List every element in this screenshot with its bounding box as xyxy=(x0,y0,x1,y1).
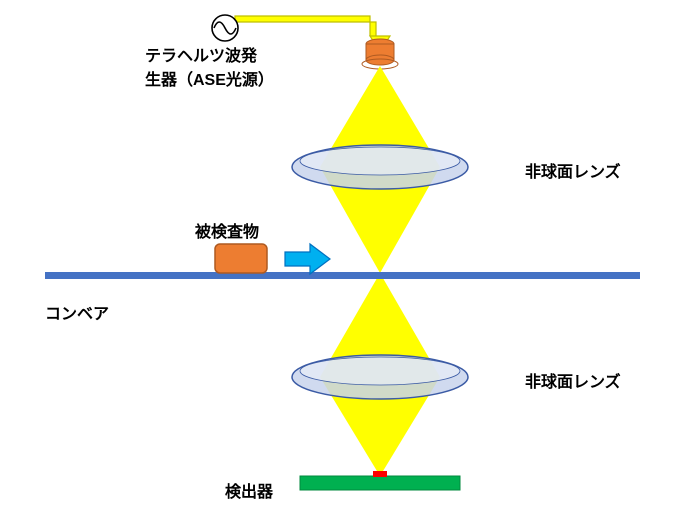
conveyor-bar xyxy=(45,272,640,279)
direction-arrow xyxy=(285,244,330,274)
detector-label: 検出器 xyxy=(225,478,273,502)
detector xyxy=(300,471,460,490)
source-label-line1: テラヘルツ波発 xyxy=(145,48,257,65)
sample-object xyxy=(215,244,267,273)
lower-lens-label: 非球面レンズ xyxy=(525,368,621,392)
source-label-line2: 生器（ASE光源） xyxy=(145,72,274,89)
lower-lens xyxy=(292,355,468,399)
object-label: 被検査物 xyxy=(195,218,259,242)
emitter xyxy=(362,39,398,69)
diagram-svg xyxy=(0,0,700,518)
diagram-stage: テラヘルツ波発 生器（ASE光源） 非球面レンズ 非球面レンズ コンベア 被検査… xyxy=(0,0,700,518)
source-label: テラヘルツ波発 生器（ASE光源） xyxy=(145,42,274,90)
upper-lens xyxy=(292,145,468,189)
source-symbol xyxy=(212,15,238,41)
upper-lens-label: 非球面レンズ xyxy=(525,158,621,182)
conveyor-label: コンベア xyxy=(45,300,109,324)
